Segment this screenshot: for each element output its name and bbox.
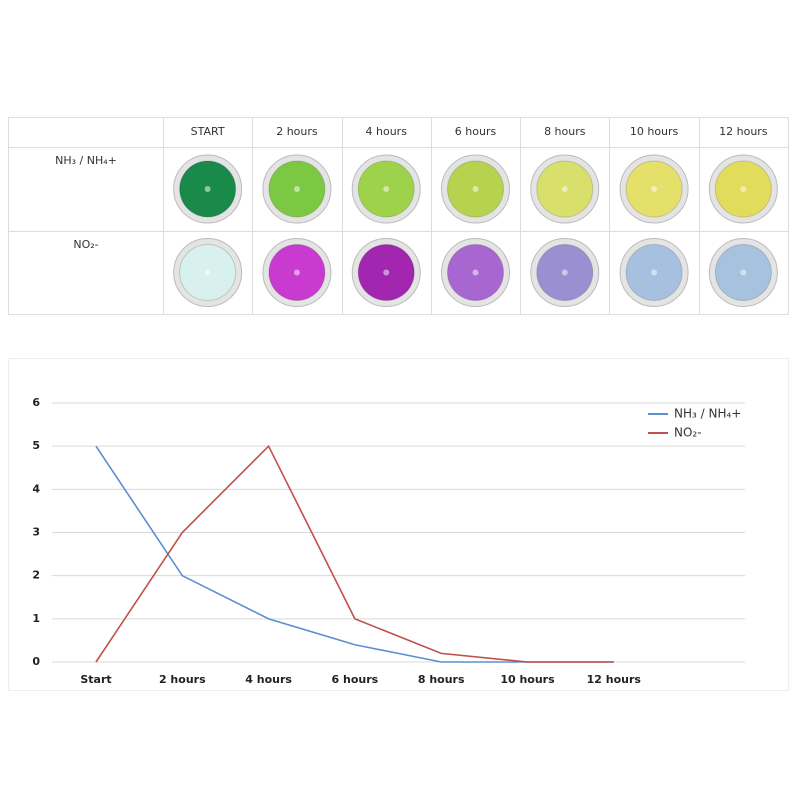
x-tick-label: 4 hours bbox=[245, 673, 292, 686]
y-tick-label: 3 bbox=[32, 526, 40, 539]
dish-center bbox=[293, 186, 300, 192]
column-header: 6 hours bbox=[455, 125, 497, 138]
x-tick-label: Start bbox=[80, 673, 111, 686]
column-header: 2 hours bbox=[276, 125, 318, 138]
dish-center bbox=[561, 269, 568, 276]
y-tick-label: 4 bbox=[32, 482, 40, 495]
x-tick-label: 2 hours bbox=[159, 673, 206, 686]
column-header: 4 hours bbox=[366, 125, 408, 138]
y-tick-label: 0 bbox=[32, 655, 40, 668]
dish-center bbox=[383, 269, 390, 276]
column-header: 8 hours bbox=[544, 125, 586, 138]
dish-center bbox=[293, 269, 300, 276]
series-line bbox=[95, 444, 614, 663]
dish-center bbox=[472, 186, 479, 192]
y-tick-label: 5 bbox=[32, 439, 40, 452]
dish-center bbox=[561, 186, 568, 192]
dish-center bbox=[651, 269, 658, 276]
y-tick-label: 1 bbox=[32, 612, 40, 625]
x-tick-label: 12 hours bbox=[587, 673, 642, 686]
x-tick-label: 6 hours bbox=[332, 673, 379, 686]
column-header: 10 hours bbox=[630, 125, 679, 138]
legend-label: NH₃ / NH₄+ bbox=[674, 407, 741, 421]
y-tick-label: 2 bbox=[32, 569, 40, 582]
dish-center bbox=[740, 269, 747, 276]
dish-center bbox=[651, 186, 658, 192]
chart-panel bbox=[8, 358, 789, 691]
column-header: 12 hours bbox=[719, 125, 768, 138]
dish-center bbox=[204, 186, 211, 192]
x-tick-label: 8 hours bbox=[418, 673, 465, 686]
row-label: NH₃ / NH₄+ bbox=[55, 154, 117, 167]
dish-center bbox=[383, 186, 390, 192]
row-label: NO₂- bbox=[73, 238, 98, 251]
legend-label: NO₂- bbox=[674, 426, 702, 440]
dish-center bbox=[740, 186, 747, 192]
x-tick-label: 10 hours bbox=[500, 673, 555, 686]
dish-center bbox=[204, 269, 211, 276]
dish-center bbox=[472, 269, 479, 276]
y-tick-label: 6 bbox=[32, 396, 40, 409]
column-header: START bbox=[191, 125, 225, 138]
